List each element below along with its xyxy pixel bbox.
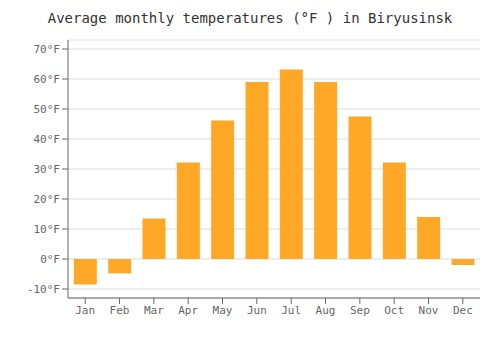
svg-text:May: May bbox=[213, 304, 233, 317]
svg-text:Nov: Nov bbox=[419, 304, 439, 317]
svg-text:30°F: 30°F bbox=[34, 163, 61, 176]
html-text:Average monthly temperatures (: Average monthly temperatures (°F ) in Bi… bbox=[47, 10, 453, 26]
svg-text:0°F: 0°F bbox=[40, 253, 60, 266]
svg-text:Jun: Jun bbox=[247, 304, 267, 317]
svg-text:Feb: Feb bbox=[110, 304, 130, 317]
svg-text:70°F: 70°F bbox=[34, 43, 61, 56]
svg-text:60°F: 60°F bbox=[34, 73, 61, 86]
svg-text:Sep: Sep bbox=[350, 304, 370, 317]
svg-text:-10°F: -10°F bbox=[27, 283, 60, 296]
svg-text:Jan: Jan bbox=[75, 304, 95, 317]
svg-text:Mar: Mar bbox=[144, 304, 164, 317]
svg-text:Apr: Apr bbox=[178, 304, 198, 317]
svg-text:50°F: 50°F bbox=[34, 103, 61, 116]
svg-text:Jul: Jul bbox=[281, 304, 301, 317]
svg-text:Dec: Dec bbox=[453, 304, 473, 317]
svg-text:Oct: Oct bbox=[384, 304, 404, 317]
svg-text:20°F: 20°F bbox=[34, 193, 61, 206]
svg-text:10°F: 10°F bbox=[34, 223, 61, 236]
svg-text:40°F: 40°F bbox=[34, 133, 61, 146]
svg-text:Aug: Aug bbox=[316, 304, 336, 317]
